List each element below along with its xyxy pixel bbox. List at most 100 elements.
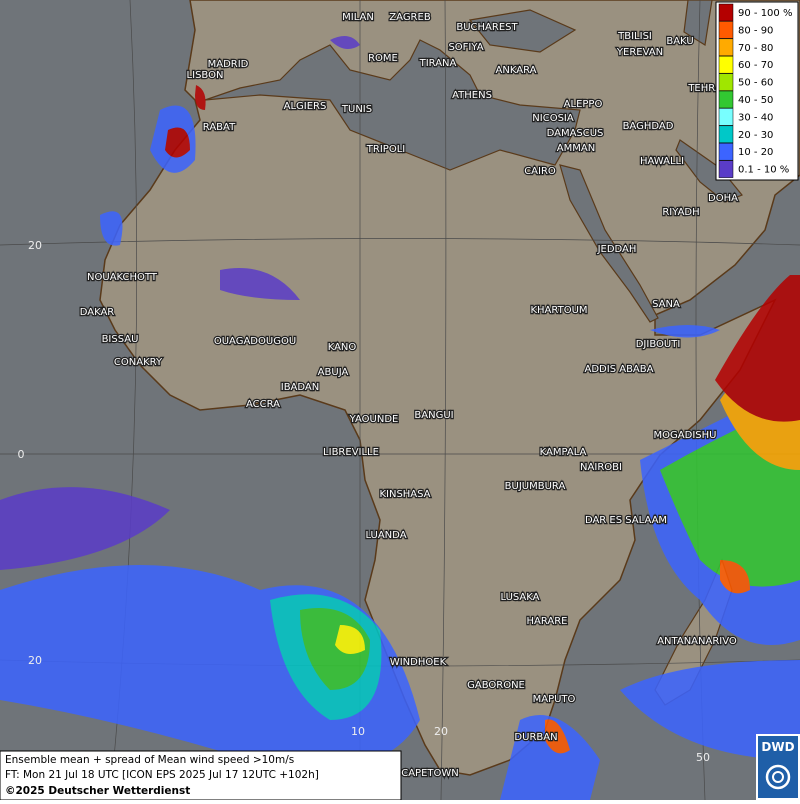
city-label: HARARE	[526, 616, 567, 627]
city-label: YAOUNDE	[349, 414, 399, 425]
city-label: MOGADISHU	[654, 430, 717, 441]
city-label: ROME	[368, 53, 398, 64]
red-sea	[559, 164, 659, 323]
wind-areas	[0, 36, 800, 800]
legend-label: 60 - 70	[738, 60, 773, 71]
footer-line: Ensemble mean + spread of Mean wind spee…	[5, 754, 294, 766]
legend-swatch	[718, 160, 734, 178]
legend-label: 30 - 40	[738, 112, 773, 123]
legend-label: 80 - 90	[738, 25, 773, 36]
city-label: ABUJA	[318, 367, 349, 378]
city-label: LIBREVILLE	[323, 447, 379, 458]
city-label: MADRID	[208, 59, 249, 70]
mediterranean	[204, 39, 581, 171]
grid-labels: 20 0 20 10 20 50	[18, 239, 711, 764]
legend-swatch	[718, 90, 734, 109]
city-label: YEREVAN	[616, 47, 663, 58]
city-label: GABORONE	[467, 680, 525, 691]
city-label: TIRANA	[419, 58, 457, 69]
city-label: CAIRO	[524, 166, 556, 177]
grid-label: 20	[28, 239, 42, 252]
footer-line: FT: Mon 21 Jul 18 UTC [ICON EPS 2025 Jul…	[5, 769, 319, 781]
city-label: WINDHOEK	[390, 657, 447, 668]
city-label: NAIROBI	[580, 462, 622, 473]
city-label: SOFIYA	[448, 42, 483, 53]
legend-swatch	[718, 108, 734, 126]
city-label: MILAN	[342, 12, 374, 23]
footer-line: ©2025 Deutscher Wetterdienst	[5, 785, 190, 797]
city-label: TEHRA	[687, 83, 721, 94]
city-label: BISSAU	[102, 334, 139, 345]
legend-items: 90 - 100 % 80 - 90 70 - 80 60 - 70 50 - 60 40…	[718, 3, 792, 178]
logo-icon	[765, 764, 791, 790]
city-label: HAWALLI	[640, 156, 684, 167]
city-label: ADDIS ABABA	[585, 364, 654, 375]
legend-label: 70 - 80	[738, 43, 773, 54]
city-label: SANA	[652, 299, 680, 310]
legend-label: 10 - 20	[738, 147, 773, 158]
city-label: DJIBOUTI	[636, 339, 681, 350]
black-sea	[468, 9, 577, 53]
city-label: CONAKRY	[114, 357, 163, 368]
city-label: MAPUTO	[533, 694, 576, 705]
city-label: DOHA	[708, 193, 738, 204]
city-label: NICOSIA	[532, 113, 574, 124]
city-label: BUJUMBURA	[505, 481, 566, 492]
city-label: LUANDA	[365, 530, 406, 541]
city-label: OUAGADOUGOU	[214, 336, 296, 347]
city-label: BANGUI	[414, 410, 453, 421]
city-label: IBADAN	[281, 382, 320, 393]
city-label: ALGIERS	[284, 101, 327, 112]
legend-swatch	[718, 125, 734, 144]
city-label: ZAGREB	[389, 12, 431, 23]
logo-text: DWD	[761, 740, 794, 754]
city-label: KHARTOUM	[530, 305, 587, 316]
city-label: RABAT	[203, 122, 236, 133]
city-label: NOUAKCHOTT	[87, 272, 158, 283]
logo: DWD	[756, 734, 800, 800]
legend-swatch	[718, 3, 734, 22]
caspian-sea	[683, 0, 713, 46]
legend-swatch	[718, 55, 734, 74]
city-label: TUNIS	[341, 104, 372, 115]
city-label: LISBON	[187, 70, 224, 81]
city-label: ATHENS	[452, 90, 492, 101]
city-label: BAKU	[666, 36, 693, 47]
legend: 90 - 100 % 80 - 90 70 - 80 60 - 70 50 - 60 40…	[715, 1, 799, 181]
legend-swatch	[718, 21, 734, 39]
legend-label: 40 - 50	[738, 95, 773, 106]
grid-label: 20	[434, 725, 448, 738]
city-label: ANTANANARIVO	[657, 636, 737, 647]
legend-label: 0.1 - 10 %	[738, 165, 789, 176]
grid-label: 50	[696, 751, 710, 764]
city-label: DURBAN	[514, 732, 557, 743]
city-label: ACCRA	[246, 399, 280, 410]
legend-swatch	[718, 142, 734, 161]
city-label: KAMPALA	[540, 447, 587, 458]
city-label: KINSHASA	[379, 489, 430, 500]
city-label: ANKARA	[496, 65, 537, 76]
footer: Ensemble mean + spread of Mean wind spee…	[0, 750, 402, 801]
footer-box	[0, 750, 402, 801]
city-label: LUSAKA	[501, 592, 540, 603]
legend-label: 90 - 100 %	[738, 8, 792, 19]
legend-label: 20 - 30	[738, 130, 773, 141]
city-labels: MILAN ZAGREB BUCHAREST TBILISI BAKU MADRID ROM…	[78, 11, 739, 781]
city-label: JEDDAH	[597, 244, 637, 255]
grid-label: 10	[351, 725, 365, 738]
legend-swatch	[718, 73, 734, 91]
grid-label: 20	[28, 654, 42, 667]
city-label: DAR ES SALAAM	[585, 515, 667, 526]
city-label: TRIPOLI	[366, 144, 405, 155]
city-label: DAKAR	[80, 307, 115, 318]
legend-label: 50 - 60	[738, 78, 773, 89]
city-label: BUCHAREST	[456, 22, 518, 33]
legend-swatch	[718, 38, 734, 57]
city-label: KANO	[328, 342, 357, 353]
city-label: TBILISI	[617, 31, 652, 42]
city-label: ALEPPO	[564, 99, 603, 110]
grid-label: 0	[18, 448, 25, 461]
city-label: RIYADH	[662, 207, 699, 218]
city-label: AMMAN	[557, 143, 595, 154]
